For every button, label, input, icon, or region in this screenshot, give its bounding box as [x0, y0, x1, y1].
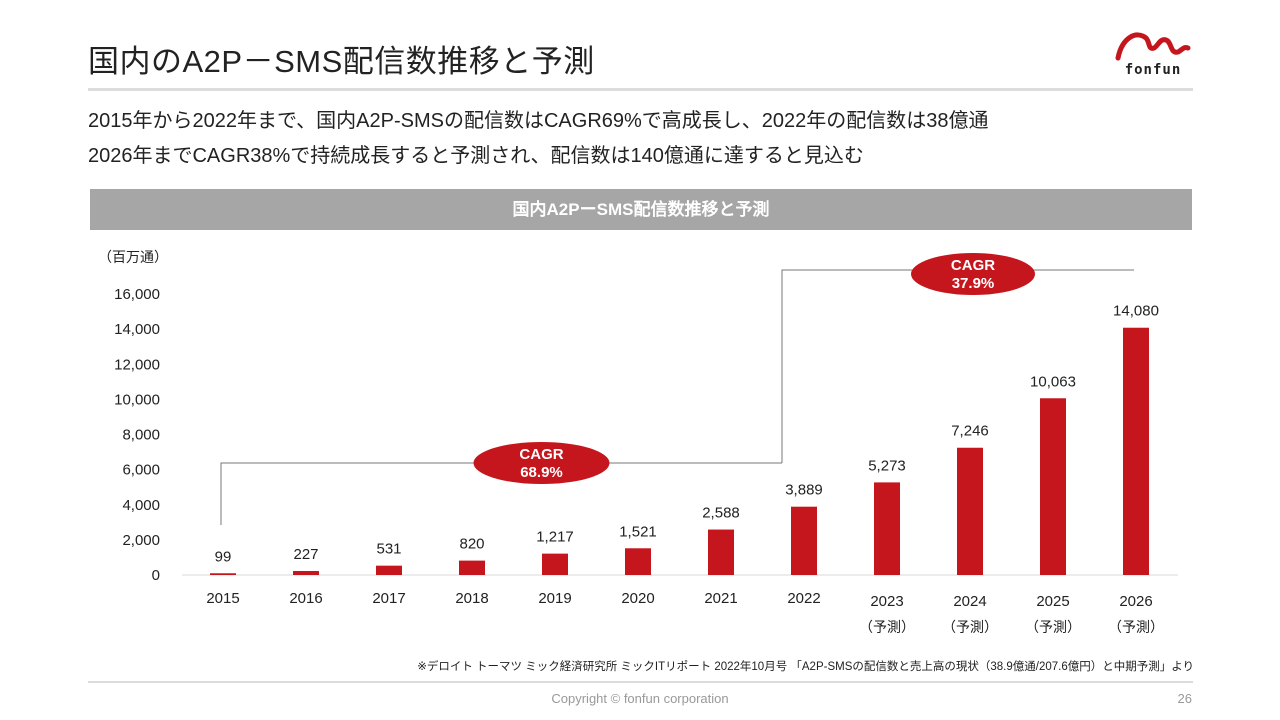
x-tick-sublabel-2024: （予測） — [942, 619, 998, 635]
value-label-2024: 7,246 — [951, 423, 989, 440]
copyright: Copyright © fonfun corporation — [551, 691, 729, 706]
y-tick-label: 2,000 — [122, 532, 160, 549]
x-tick-sublabel-2023: （予測） — [859, 619, 915, 635]
y-tick-label: 0 — [152, 567, 160, 584]
bar-2017 — [376, 565, 402, 575]
cagr-badge-1 — [473, 442, 610, 484]
y-tick-label: 10,000 — [114, 391, 160, 408]
x-tick-sublabel-2025: （予測） — [1025, 619, 1081, 635]
value-label-2017: 531 — [376, 541, 401, 558]
footer-divider — [88, 681, 1193, 683]
x-tick-label-2020: 2020 — [621, 590, 654, 607]
y-tick-label: 4,000 — [122, 497, 160, 514]
cagr-badge-1-label: CAGR — [519, 446, 563, 463]
x-tick-label-2016: 2016 — [289, 590, 322, 607]
y-tick-label: 6,000 — [122, 462, 160, 479]
bar-2016 — [293, 571, 319, 575]
value-label-2020: 1,521 — [619, 523, 657, 540]
x-tick-label-2023: 2023 — [870, 593, 903, 610]
x-tick-label-2017: 2017 — [372, 590, 405, 607]
x-tick-label-2024: 2024 — [953, 593, 986, 610]
x-tick-label-2022: 2022 — [787, 590, 820, 607]
x-tick-label-2021: 2021 — [704, 590, 737, 607]
x-tick-label-2026: 2026 — [1119, 593, 1152, 610]
y-unit-label: （百万通） — [98, 249, 168, 265]
bar-2026 — [1123, 327, 1149, 575]
page-title: 国内のA2P－SMS配信数推移と予測 — [88, 44, 595, 79]
header-divider — [88, 88, 1193, 91]
page-number: 26 — [1177, 691, 1192, 706]
x-tick-sublabel-2026: （予測） — [1108, 619, 1164, 635]
cagr-badge-1-value: 68.9% — [520, 464, 563, 481]
chart-title-banner: 国内A2PーSMS配信数推移と予測 — [90, 189, 1192, 230]
cagr-badge-2-value: 37.9% — [952, 275, 995, 292]
lead-text: 2015年から2022年まで、国内A2P-SMSの配信数はCAGR69%で高成長… — [88, 104, 989, 174]
bar-2024 — [957, 447, 983, 575]
bar-2022 — [791, 506, 817, 575]
lead-line-2: 2026年までCAGR38%で持続成長すると予測され、配信数は140億通に達する… — [88, 145, 864, 167]
logo-text: fonfun — [1124, 62, 1182, 78]
value-label-2015: 99 — [215, 548, 232, 565]
value-label-2023: 5,273 — [868, 457, 906, 474]
x-tick-label-2025: 2025 — [1036, 593, 1069, 610]
bar-2018 — [459, 560, 485, 575]
bar-2020 — [625, 548, 651, 575]
value-label-2022: 3,889 — [785, 482, 823, 499]
bar-2023 — [874, 482, 900, 575]
y-tick-label: 14,000 — [114, 321, 160, 338]
x-tick-label-2019: 2019 — [538, 590, 571, 607]
y-tick-label: 12,000 — [114, 356, 160, 373]
value-label-2018: 820 — [459, 536, 484, 553]
value-label-2016: 227 — [293, 546, 318, 563]
x-tick-label-2015: 2015 — [206, 590, 239, 607]
value-label-2021: 2,588 — [702, 505, 740, 522]
cagr-badge-2 — [911, 253, 1035, 295]
value-label-2025: 10,063 — [1030, 373, 1076, 390]
bar-2015 — [210, 573, 236, 575]
y-tick-label: 8,000 — [122, 427, 160, 444]
bar-2021 — [708, 529, 734, 575]
source-note: ※デロイト トーマツ ミック経済研究所 ミックITリポート 2022年10月号 … — [417, 661, 1194, 673]
value-label-2019: 1,217 — [536, 529, 574, 546]
y-tick-label: 16,000 — [114, 286, 160, 303]
cagr-badge-2-label: CAGR — [951, 257, 995, 274]
bar-2025 — [1040, 398, 1066, 575]
value-label-2026: 14,080 — [1113, 303, 1159, 320]
lead-line-1: 2015年から2022年まで、国内A2P-SMSの配信数はCAGR69%で高成長… — [88, 110, 989, 132]
x-tick-label-2018: 2018 — [455, 590, 488, 607]
bar-2019 — [542, 553, 568, 575]
fonfun-logo-icon — [1115, 32, 1191, 61]
